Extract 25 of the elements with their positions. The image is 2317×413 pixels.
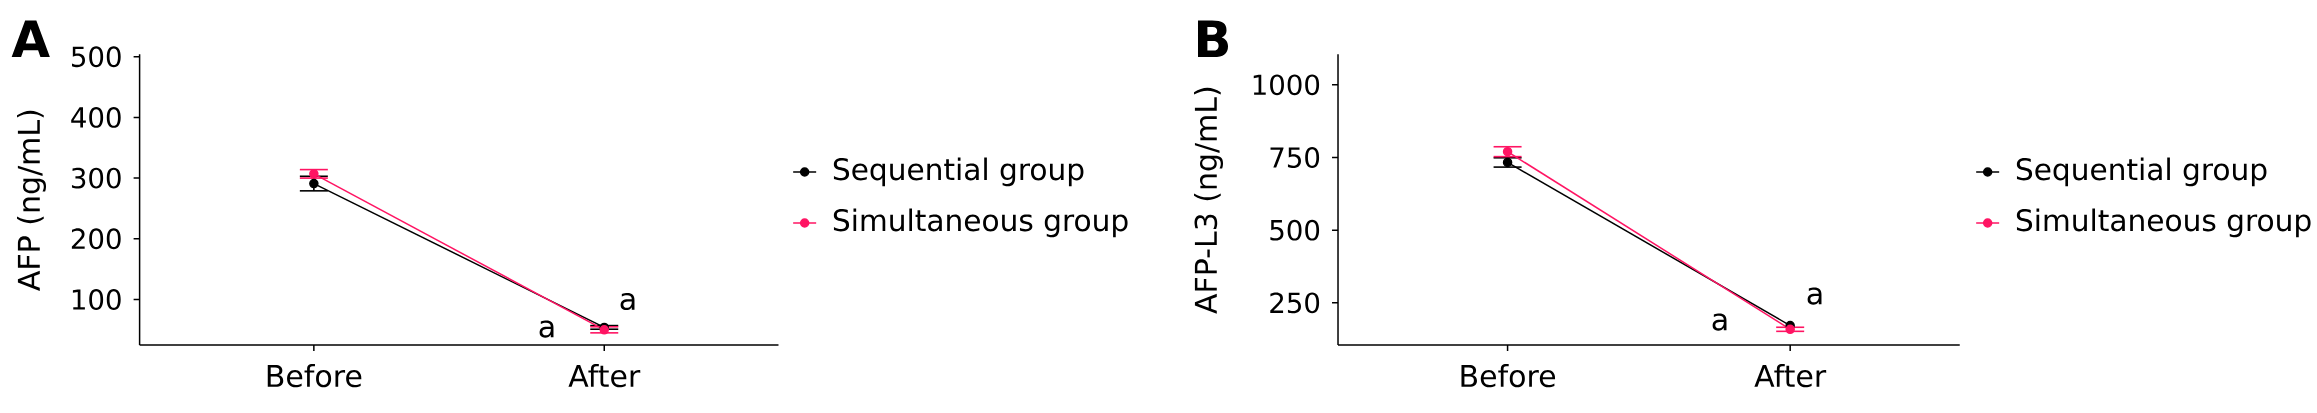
y-tick-label: 400 — [71, 106, 121, 128]
y-axis-title: AFP-L3 (ng/mL) — [1194, 87, 1224, 314]
y-tick-label: 1000 — [1253, 74, 1320, 96]
y-tick-label: 500 — [71, 46, 121, 68]
annotation: a — [1807, 287, 1822, 305]
legend-label: Sequential group — [833, 157, 1084, 187]
legend-label: Simultaneous group — [2016, 208, 2311, 238]
chart-title: A — [11, 20, 50, 57]
annotation: a — [620, 292, 635, 311]
y-axis-title: AFP (ng/mL) — [17, 110, 47, 291]
y-tick-label: 200 — [71, 228, 121, 250]
y-tick-label: 100 — [72, 289, 121, 310]
y-tick-label: 750 — [1270, 147, 1320, 168]
annotation: a — [1712, 313, 1727, 331]
y-tick-label: 250 — [1270, 292, 1320, 314]
x-tick-label: Before — [1461, 364, 1556, 388]
x-tick-label: After — [1754, 364, 1827, 388]
annotation: a — [539, 320, 554, 338]
chart-title: B — [1197, 20, 1229, 57]
legend-label: Sequential group — [2016, 157, 2267, 187]
y-tick-label: 300 — [71, 167, 121, 189]
y-tick-label: 500 — [1270, 219, 1320, 241]
x-tick-label: After — [568, 364, 641, 388]
x-tick-label: Before — [267, 364, 362, 388]
legend-label: Simultaneous group — [833, 208, 1128, 238]
